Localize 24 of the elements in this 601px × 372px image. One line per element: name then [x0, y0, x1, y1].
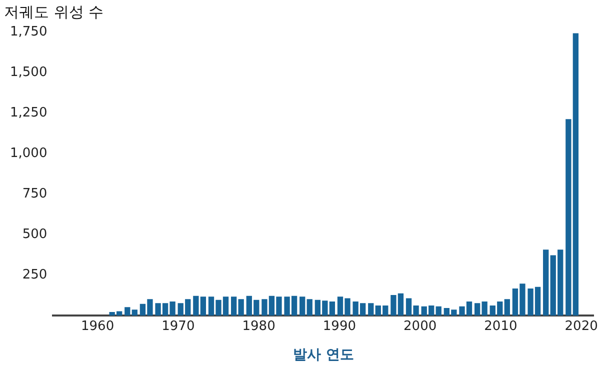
bar — [300, 296, 306, 316]
y-tick-label: 750 — [22, 186, 48, 202]
x-tick-label: 1960 — [81, 318, 114, 334]
y-tick-label: 1,750 — [10, 24, 48, 40]
bar — [124, 307, 130, 316]
y-tick-label: 1,500 — [10, 64, 48, 80]
x-tick-label: 2020 — [564, 318, 598, 334]
bar — [543, 250, 549, 316]
bar — [504, 299, 510, 316]
x-axis-title: 발사 연도 — [292, 347, 354, 364]
bar — [436, 306, 442, 316]
y-tick-label: 250 — [22, 267, 48, 282]
bar — [368, 303, 374, 316]
x-tick-label: 1970 — [162, 318, 195, 334]
x-tick-label: 1990 — [322, 318, 356, 334]
y-tick-label: 500 — [22, 226, 48, 242]
x-tick-label: 1980 — [242, 318, 276, 334]
x-tick-label: 2010 — [484, 318, 518, 334]
bar — [306, 299, 312, 316]
bar — [132, 310, 138, 316]
x-tick-label: 2000 — [404, 318, 437, 334]
chart-title: 저궤도 위성 수 — [4, 2, 104, 21]
y-tick-label: 1,000 — [10, 146, 48, 161]
y-tick-label: 1,250 — [10, 105, 48, 120]
